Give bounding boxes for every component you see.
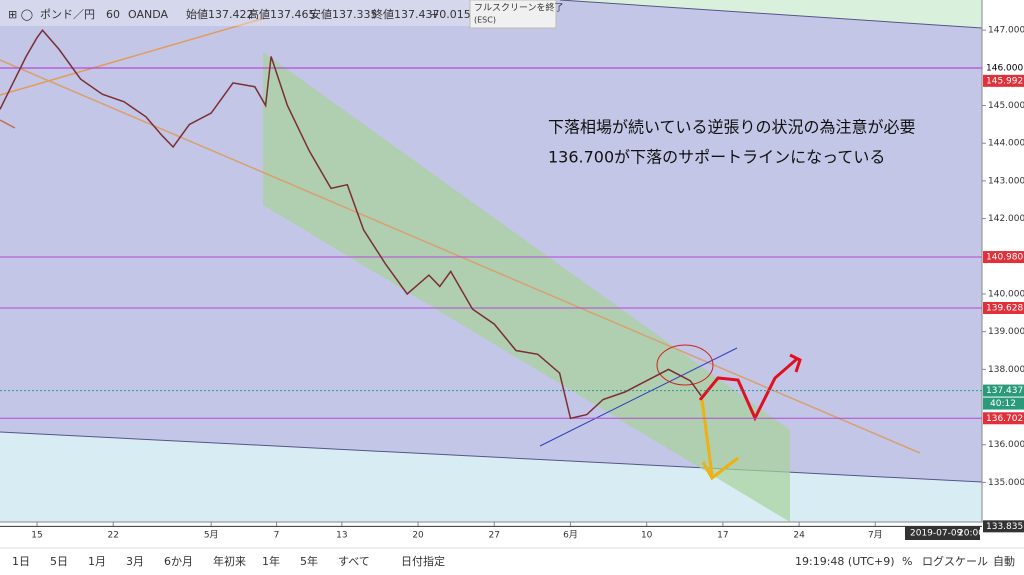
range-button[interactable]: すべて (338, 555, 370, 568)
trend-line (0, 17, 266, 96)
channel-bottom (0, 431, 982, 483)
ohlc-value: 137.465 (270, 8, 316, 21)
y-tick-label: 138.000 (988, 365, 1024, 375)
percent-button[interactable]: % (902, 555, 912, 568)
source: OANDA (128, 8, 168, 21)
drawings (0, 0, 982, 522)
level-label: 145.992 (986, 76, 1023, 86)
y-tick-label: 144.000 (988, 139, 1024, 149)
time-label: 20:00 (958, 529, 984, 539)
range-button[interactable]: 1年 (262, 554, 280, 568)
ohlc-value: 137.437 (394, 8, 440, 21)
annotation: 下落相場が続いている逆張りの状況の為注意が必要 (548, 118, 916, 137)
level-label: 140.980 (986, 253, 1023, 263)
interval[interactable]: 60 (106, 8, 120, 21)
x-tick-label: 13 (336, 531, 347, 541)
level-label: 136.702 (986, 414, 1023, 424)
x-tick-label: 7月 (868, 530, 883, 541)
range-button[interactable]: 1日 (12, 555, 30, 568)
level-label-bg (983, 74, 1024, 87)
circle-mark (656, 344, 714, 386)
x-tick-label: 7 (274, 531, 280, 541)
level-label-bg (983, 61, 1024, 74)
trend-line (0, 119, 16, 129)
y-tick-label: 139.000 (988, 327, 1024, 337)
date-label-bg (905, 526, 980, 540)
y-tick-label: 140.000 (988, 289, 1024, 299)
header-icon: ⊞ ◯ (8, 8, 33, 21)
tooltip-text: フルスクリーンを終了 (474, 2, 564, 14)
y-tick-label: 147.000 (988, 26, 1024, 36)
price-line (0, 28, 702, 420)
ohlc-value: 137.422 (208, 8, 254, 21)
level-label-bg (983, 520, 1024, 533)
countdown: 40:12 (990, 399, 1016, 409)
ohlc-value: 137.335 (332, 8, 378, 21)
x-tick-label: 22 (107, 531, 118, 541)
level-label: 133.835 (986, 522, 1023, 532)
annotation: 136.700が下落のサポートラインになっている (548, 148, 885, 167)
x-tick-label: 5月 (204, 530, 219, 541)
range-button[interactable]: 1月 (88, 555, 106, 568)
ohlc-label: 安値 (310, 7, 332, 21)
log-button[interactable]: ログスケール (922, 554, 988, 568)
down-arrow (700, 399, 739, 481)
clock: 19:19:48 (UTC+9) (795, 555, 895, 568)
y-tick-label: 135.000 (988, 478, 1024, 488)
auto-button[interactable]: 自動 (993, 554, 1015, 568)
x-tick-label: 10 (641, 531, 653, 541)
x-tick-label: 17 (717, 531, 728, 541)
level-label-bg (983, 412, 1024, 425)
y-tick-label: 136.000 (988, 440, 1024, 450)
x-tick-label: 24 (793, 531, 805, 541)
range-button[interactable]: 年初来 (213, 554, 246, 568)
range-button[interactable]: 5日 (50, 555, 68, 568)
level-label-bg (983, 384, 1024, 397)
y-tick-label: 143.000 (988, 176, 1024, 186)
up-arrow (698, 353, 802, 422)
range-button[interactable]: 5年 (300, 554, 318, 568)
level-label-bg (983, 301, 1024, 314)
ohlc-label: 終値 (372, 7, 394, 21)
level-label: 139.628 (986, 303, 1023, 313)
x-tick-label: 20 (412, 531, 424, 541)
y-tick-label: 145.000 (988, 101, 1024, 111)
range-button[interactable]: 3月 (126, 555, 144, 568)
x-tick-label: 15 (31, 531, 42, 541)
date-range-button[interactable]: 日付指定 (401, 554, 445, 568)
date-label: 2019-07-09 (910, 529, 963, 539)
range-button[interactable]: 6か月 (164, 555, 193, 568)
toolbar: 1日 5日 1月 3月 6か月 年初来 1年 5年 すべて 日付指定 19:19:48 (UTC+9… (12, 554, 1015, 568)
tooltip-key: (ESC) (474, 16, 496, 25)
x-tick-label: 6月 (563, 530, 578, 541)
level-label-bg (983, 251, 1024, 264)
green-channel (263, 52, 790, 522)
support-line (539, 347, 738, 447)
level-label: 146.000 (986, 63, 1023, 73)
tooltip (469, 0, 557, 29)
ohlc-label: 高値 (248, 7, 270, 21)
symbol[interactable]: ポンド／円 (40, 8, 95, 21)
change: +0.015 (430, 8, 471, 21)
ohlc-label: 始値 (186, 7, 208, 21)
y-tick-label: 142.000 (988, 214, 1024, 224)
x-tick-label: 27 (489, 531, 500, 541)
channel-top (559, 0, 982, 29)
header-bar (0, 0, 470, 26)
countdown-bg (983, 397, 1024, 410)
level-label: 137.437 (986, 386, 1023, 396)
